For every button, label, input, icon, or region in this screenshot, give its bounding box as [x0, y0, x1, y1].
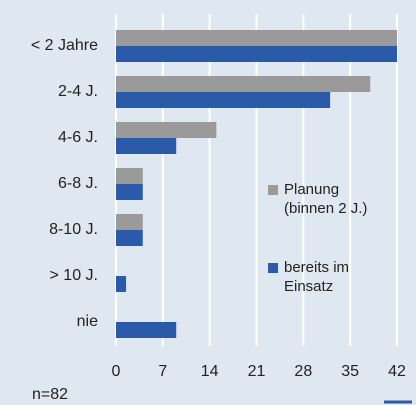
bar	[116, 322, 177, 338]
y-tick-label: 8-10 J.	[49, 221, 98, 238]
legend-swatch	[268, 185, 278, 195]
bar	[116, 184, 143, 200]
bar	[116, 76, 371, 92]
bar	[116, 138, 177, 154]
y-tick-label: 6-8 J.	[58, 175, 98, 192]
x-tick-label: 35	[341, 363, 359, 380]
bar	[116, 92, 331, 108]
x-tick-label: 14	[201, 363, 219, 380]
bar	[116, 230, 143, 246]
legend-label: Planung (binnen 2 J.)	[284, 181, 368, 217]
legend-swatch	[268, 263, 278, 273]
y-tick-label: 2-4 J.	[58, 83, 98, 100]
bar	[116, 168, 143, 184]
bar	[116, 46, 397, 62]
y-tick-label: < 2 Jahre	[31, 37, 98, 54]
x-tick-label: 7	[158, 363, 167, 380]
x-tick-label: 42	[388, 363, 406, 380]
bar	[116, 122, 217, 138]
x-tick-label: 28	[294, 363, 312, 380]
x-tick-label: 21	[248, 363, 266, 380]
bar	[116, 276, 127, 292]
sample-note: n=82	[32, 386, 68, 403]
bar	[116, 30, 397, 46]
legend-label: bereits im Einsatz	[284, 259, 350, 295]
y-tick-label: nie	[77, 313, 98, 330]
y-tick-label: 4-6 J.	[58, 129, 98, 146]
y-tick-label: > 10 J.	[50, 267, 98, 284]
bar	[116, 214, 143, 230]
x-tick-label: 0	[112, 363, 121, 380]
